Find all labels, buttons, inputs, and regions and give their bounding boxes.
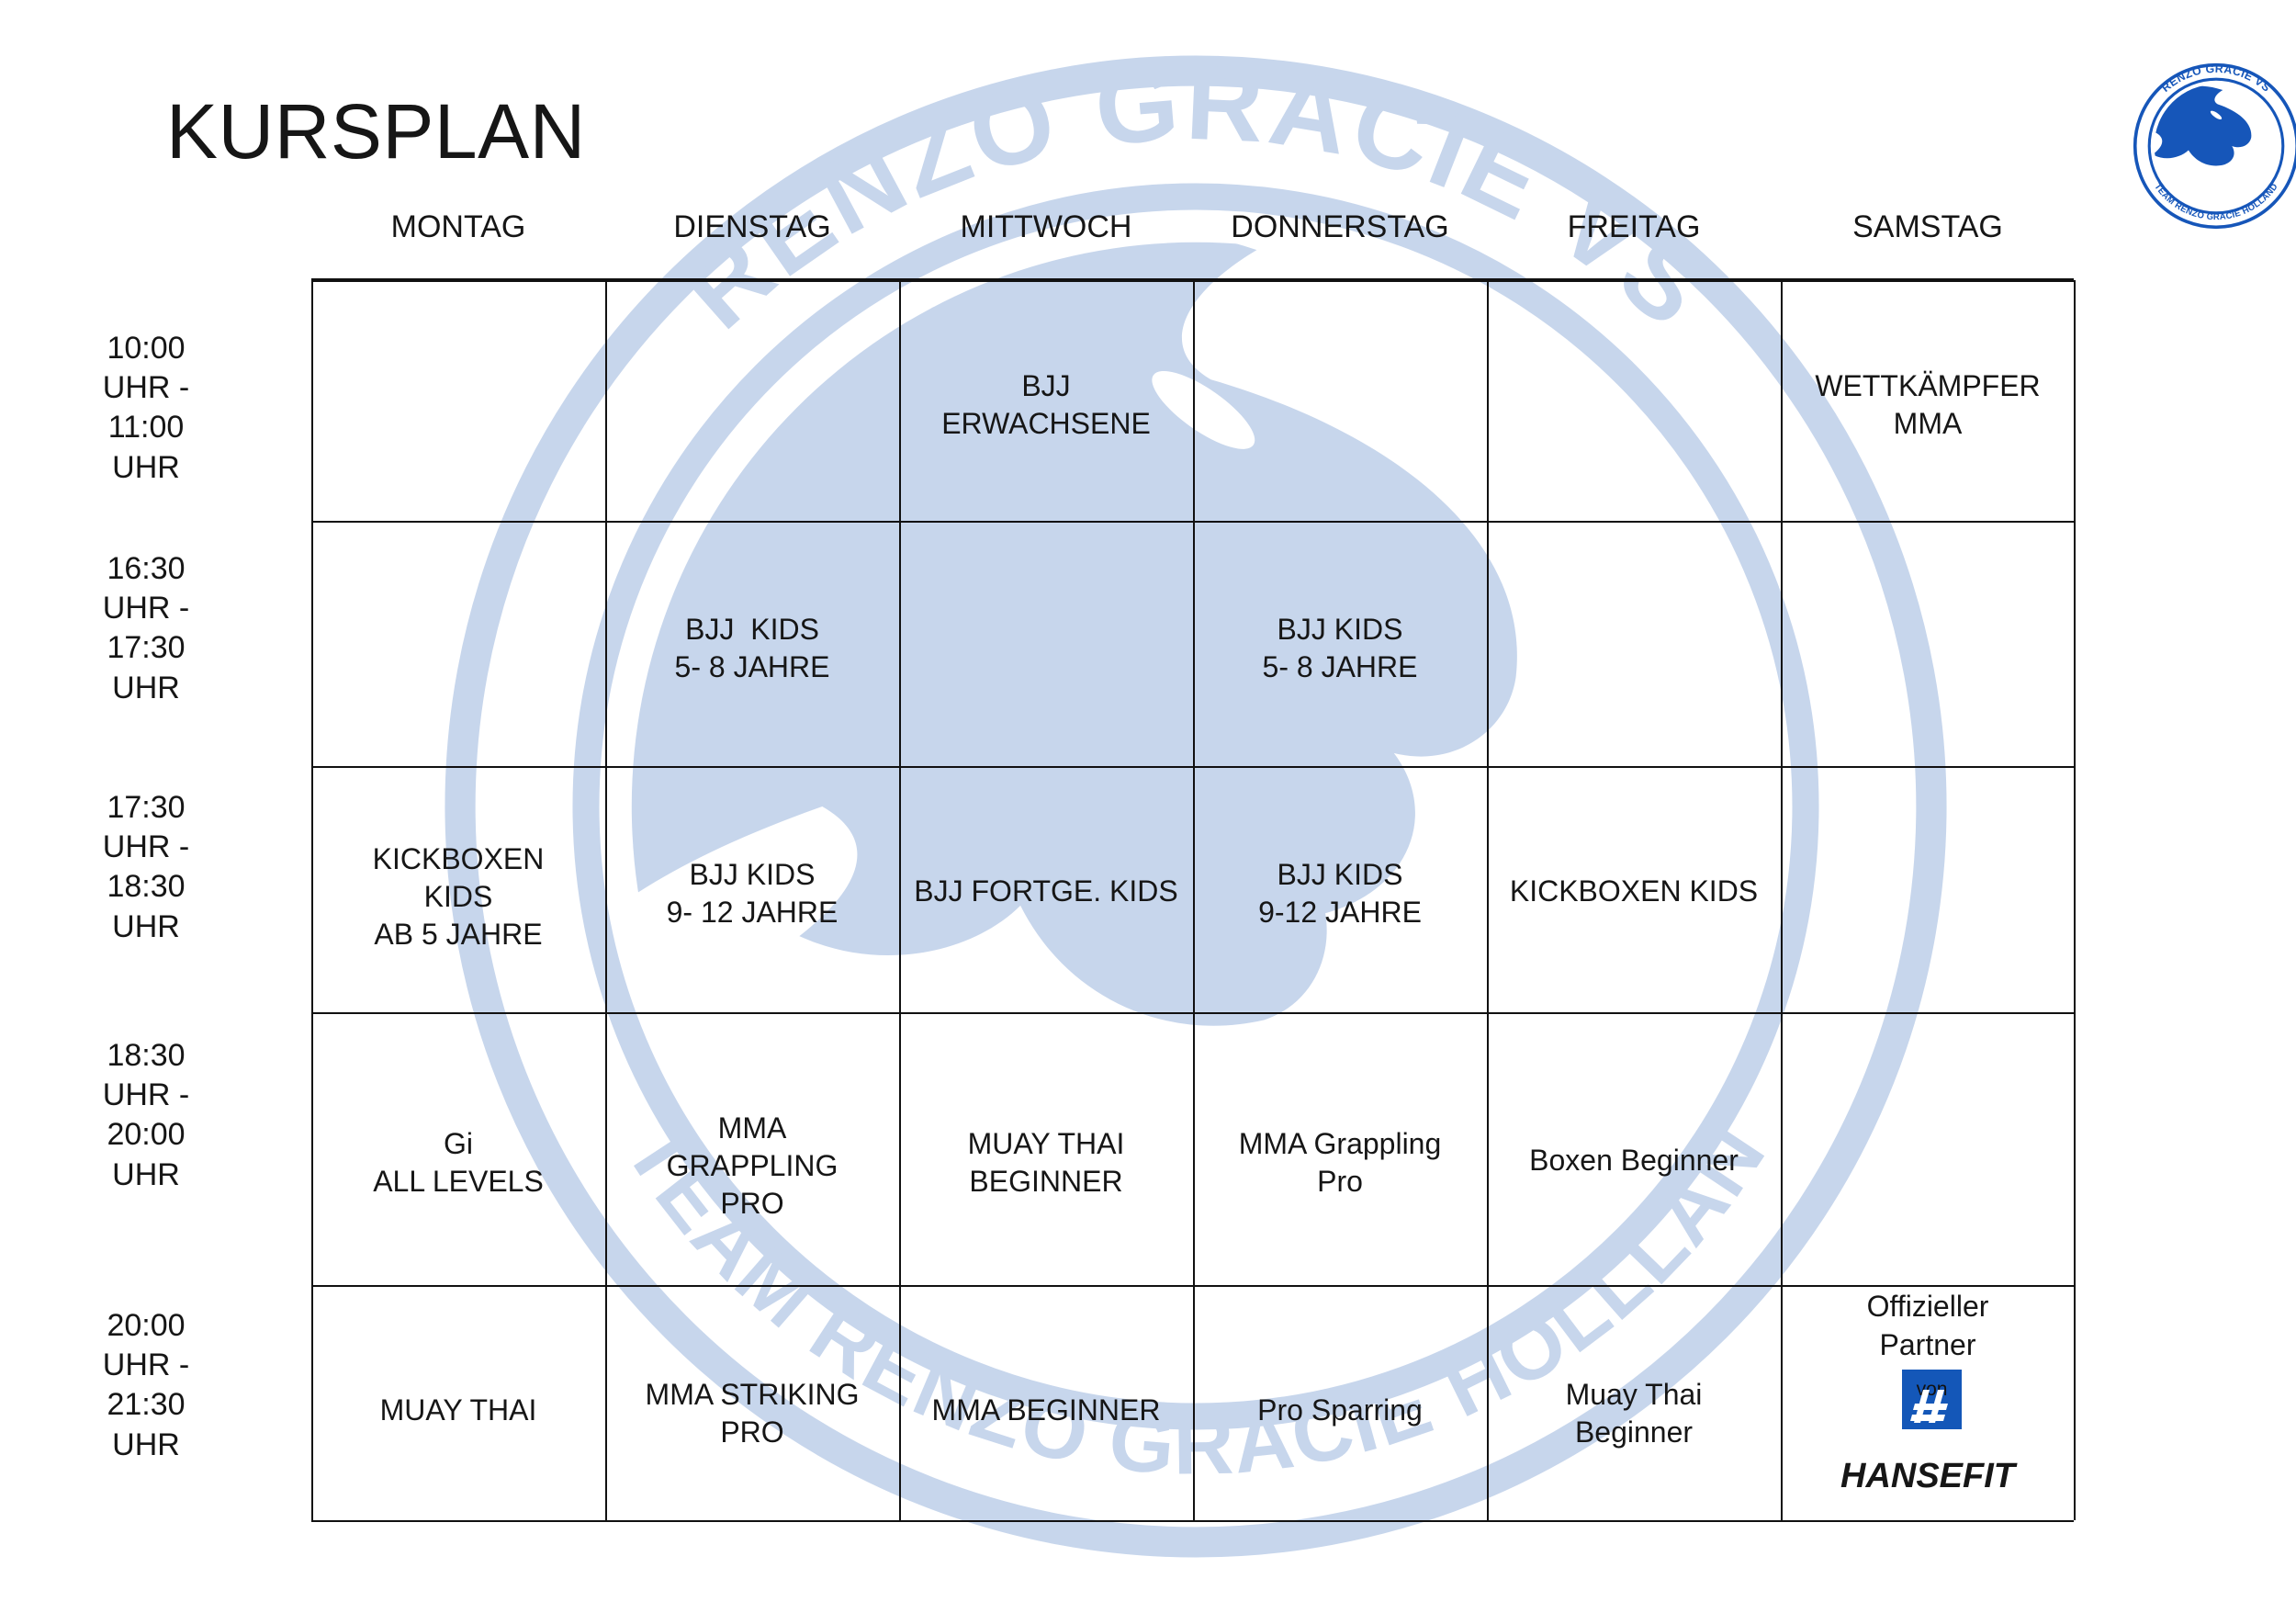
svg-text:von: von bbox=[1917, 1379, 1948, 1400]
